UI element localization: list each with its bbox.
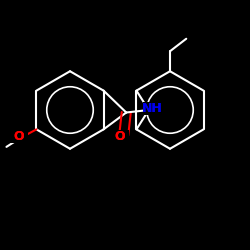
Text: O: O xyxy=(14,130,24,143)
Text: NH: NH xyxy=(142,102,162,115)
FancyBboxPatch shape xyxy=(10,130,28,143)
FancyBboxPatch shape xyxy=(143,102,160,115)
Text: O: O xyxy=(115,130,125,143)
Text: O: O xyxy=(14,130,24,143)
FancyBboxPatch shape xyxy=(111,130,129,142)
Text: O: O xyxy=(115,130,125,143)
Text: NH: NH xyxy=(142,102,162,115)
